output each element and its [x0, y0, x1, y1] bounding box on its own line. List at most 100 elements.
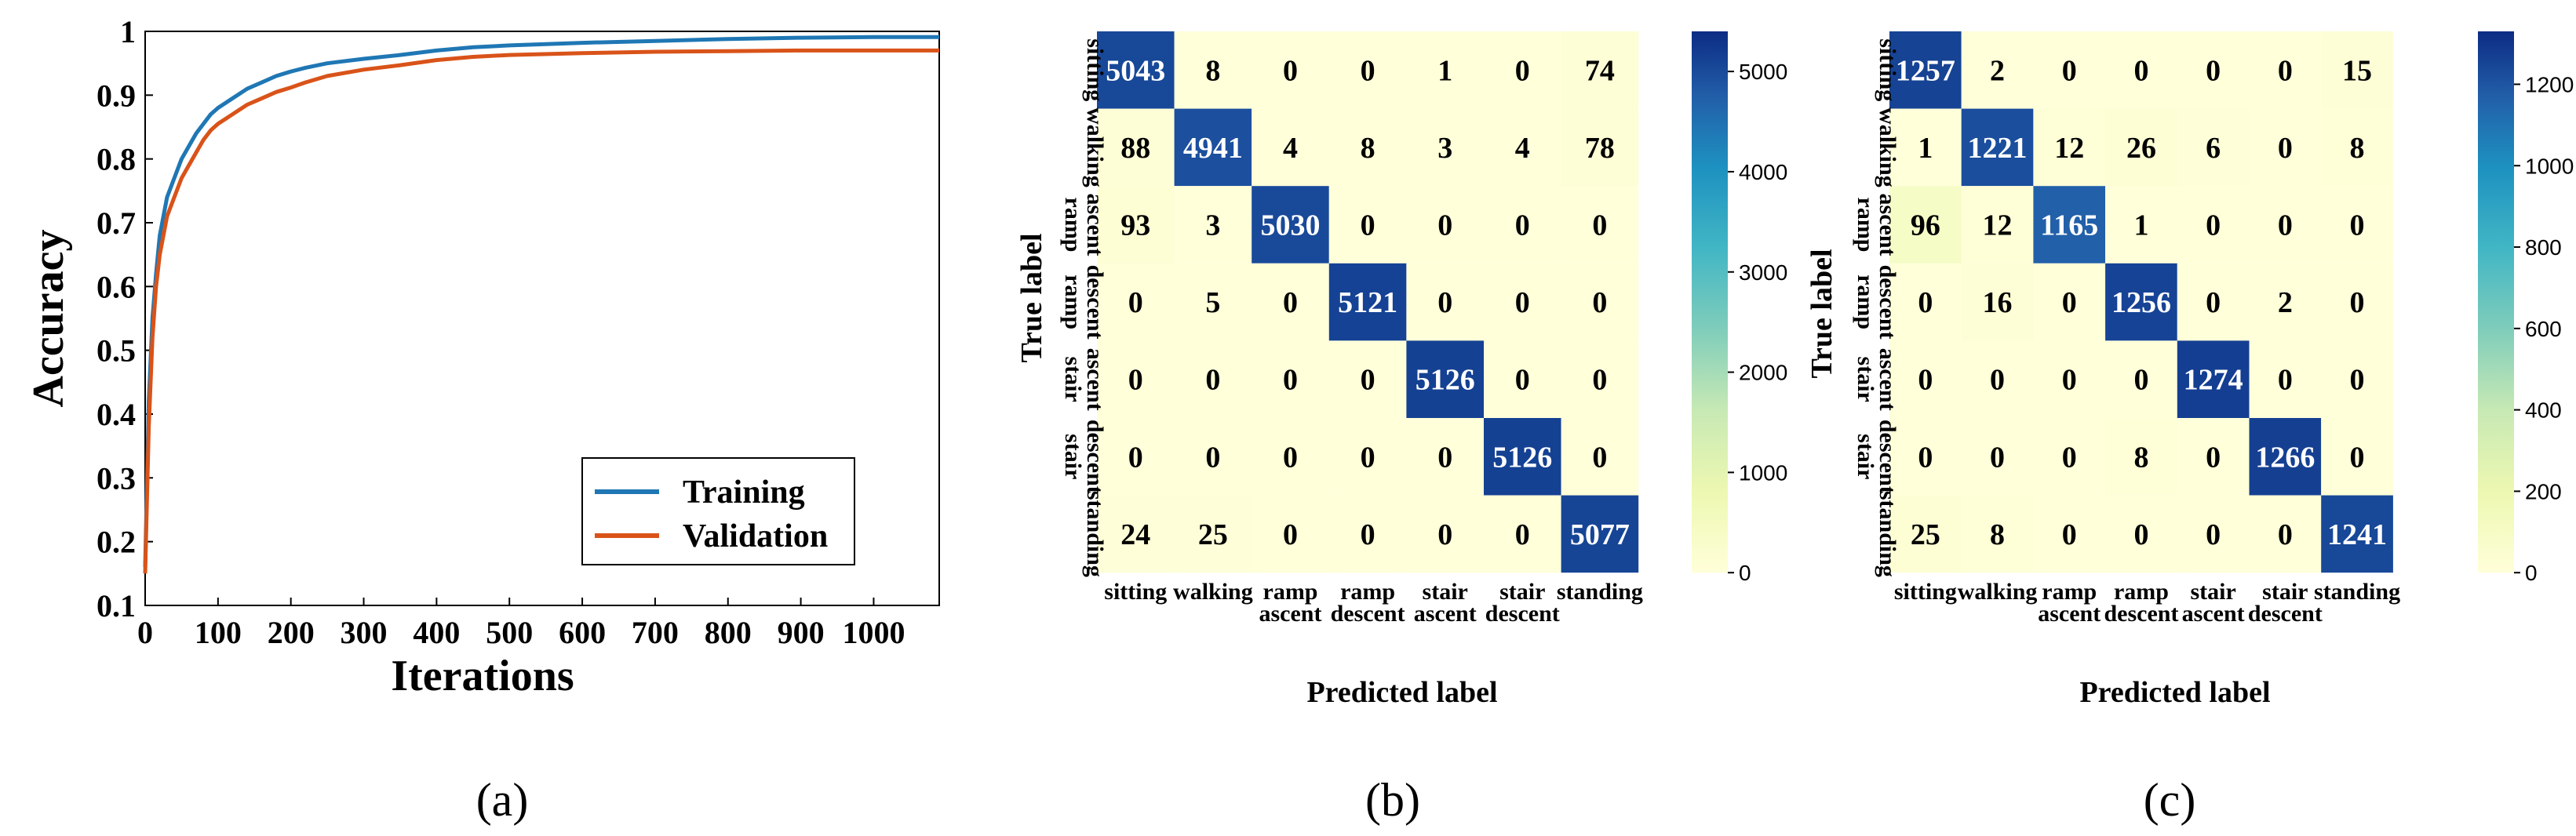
cell-value: 26: [2126, 132, 2156, 165]
matrix-cell: [1889, 31, 1962, 109]
matrix-cells: 1257 2 0 0 0 0 15 1 1221 12 26 6 0 8 96 12 1165 1 0 0 0 0 16 0 1…: [1889, 31, 2393, 573]
y-tick-label: sitting: [1875, 38, 1900, 101]
matrix-cell: [2033, 418, 2106, 496]
cell-value: 12: [1983, 209, 2013, 242]
legend-label-training: Training: [683, 474, 805, 511]
y-tick-label: 0.3: [97, 460, 136, 496]
cell-value: 1221: [1968, 132, 2028, 165]
cell-value: 5077: [1570, 518, 1630, 551]
y-tick-label: 0.9: [97, 78, 136, 113]
matrix-cell: [1889, 108, 1962, 187]
matrix-cell: [1252, 418, 1329, 496]
cell-value: 6: [2206, 132, 2221, 165]
cell-value: 0: [2062, 364, 2077, 397]
y-tick-label: ramp: [1060, 274, 1086, 329]
matrix-cell: [2321, 340, 2393, 418]
plot-frame: [144, 31, 940, 606]
colorbar-tick-label: 1200: [2525, 72, 2574, 96]
cell-value: 0: [1592, 286, 1607, 319]
y-tick-label: 0.2: [97, 525, 136, 560]
cell-value: 8: [1361, 132, 1375, 165]
colorbar: 0 1000 2000 3000 4000 5000: [1692, 31, 1787, 585]
matrix-cell: [1252, 108, 1329, 187]
x-tick-label: 800: [705, 615, 752, 650]
colorbar-tick-label: 800: [2525, 235, 2562, 260]
matrix-cell: [1252, 31, 1329, 109]
x-tick-label: standing: [2314, 579, 2400, 605]
matrix-cell: [1961, 108, 2034, 187]
y-tick-label: 0.6: [97, 269, 136, 304]
matrix-cell: [1889, 418, 1962, 496]
x-tick-label: ramp: [1263, 579, 1318, 605]
matrix-cell: [1328, 186, 1407, 264]
matrix-cell: [2177, 495, 2250, 573]
matrix-cell: [1484, 418, 1561, 496]
colorbar-gradient: [2478, 31, 2514, 573]
cell-value: 0: [1918, 441, 1933, 474]
cell-value: 0: [1361, 518, 1375, 551]
matrix-cell: [1174, 418, 1252, 496]
cell-value: 0: [1361, 364, 1375, 397]
cell-value: 1256: [2111, 286, 2171, 319]
matrix-cell: [1174, 31, 1252, 109]
x-tick-label: 1000: [842, 615, 905, 650]
colorbar-tick-label: 3000: [1739, 260, 1787, 285]
matrix-cell: [1174, 186, 1252, 264]
cell-value: 1257: [1896, 54, 1955, 87]
x-axis-title: Predicted label: [1306, 676, 1497, 709]
colorbar-gradient: [1692, 31, 1728, 573]
series-line-validation: [143, 48, 939, 574]
x-tick-label: descent: [2248, 601, 2323, 627]
cell-value: 0: [1283, 441, 1298, 474]
cell-value: 4941: [1183, 132, 1243, 165]
cell-value: 12: [2054, 132, 2084, 165]
matrix-cell: [1484, 108, 1561, 187]
cell-value: 3: [1437, 132, 1452, 165]
y-tick-label: stair: [1060, 434, 1086, 479]
colorbar-tick-label: 600: [2525, 317, 2562, 341]
cell-value: 0: [2350, 441, 2365, 474]
y-tick-labels: sittingwalkingrampascentrampdescentstair…: [1853, 38, 1900, 577]
y-tick-label: descent: [1875, 265, 1900, 340]
cell-value: 0: [2278, 132, 2293, 165]
y-axis-title: True label: [1015, 233, 1048, 362]
matrix-cell: [1561, 340, 1639, 418]
x-tick-label: 200: [268, 615, 315, 650]
colorbar-tick-label: 0: [1739, 561, 1751, 585]
confusion-matrix-c: 1257 2 0 0 0 0 151 1221 12 26 6 0 896 12 1165 1 0 0 00 16 0 1…: [1805, 31, 2574, 709]
cell-value: 0: [2350, 286, 2365, 319]
x-tick-label: stair: [2190, 579, 2235, 605]
axis-ticks: 0 100 200 300 400 500 600 700 800 900 1000 0.1 0.2 0.…: [97, 14, 905, 650]
x-tick-label: 500: [486, 615, 533, 650]
matrix-cell: [1097, 340, 1175, 418]
matrix-cell: [1097, 495, 1175, 573]
panel-label-a: (a): [476, 774, 529, 826]
matrix-cell: [2105, 495, 2177, 573]
matrix-cell: [1889, 495, 1962, 573]
cell-value: 0: [1128, 441, 1143, 474]
legend: Training Validation: [581, 457, 855, 565]
cell-value: 0: [1361, 441, 1375, 474]
matrix-cell: [1406, 108, 1484, 187]
x-tick-label: ascent: [2182, 601, 2245, 627]
x-tick-label: 300: [341, 615, 388, 650]
cell-value: 2: [1990, 54, 2005, 87]
x-tick-label: descent: [1485, 601, 1560, 627]
cell-value: 5043: [1106, 54, 1165, 87]
matrix-cell: [2177, 418, 2250, 496]
y-tick-label: ascent: [1875, 348, 1900, 411]
matrix-cell: [1252, 495, 1329, 573]
matrix-cell: [2105, 186, 2177, 264]
matrix-cell: [2249, 108, 2322, 187]
matrix-cell: [1484, 186, 1561, 264]
matrix-cell: [1406, 418, 1484, 496]
cell-value: 0: [2133, 54, 2148, 87]
matrix-cell: [2249, 263, 2322, 341]
y-tick-label: walking: [1875, 107, 1900, 187]
cell-value: 0: [2062, 286, 2077, 319]
y-tick-labels: sittingwalkingrampascentrampdescentstair…: [1060, 38, 1108, 577]
x-tick-labels: sitting walking rampascentrampdescentstair…: [1104, 579, 1643, 627]
y-tick-label: ramp: [1853, 198, 1878, 253]
y-tick-label: ramp: [1853, 274, 1878, 329]
matrix-cell: [2321, 495, 2393, 573]
